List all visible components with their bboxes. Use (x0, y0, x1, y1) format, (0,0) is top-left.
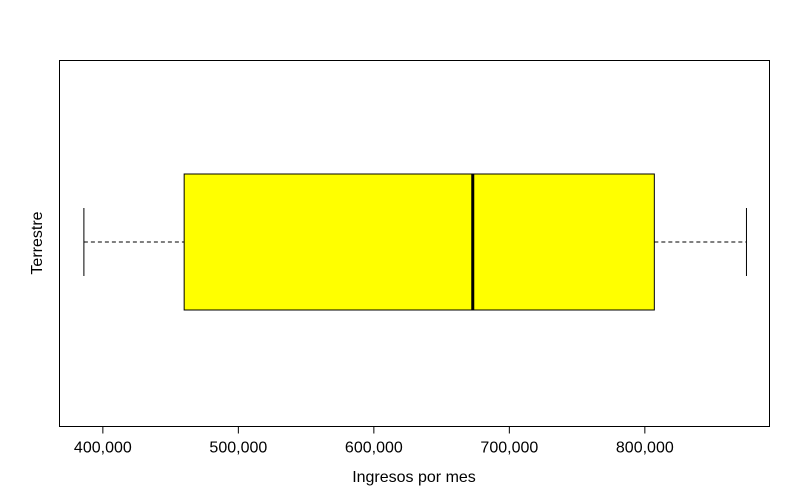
x-tick-label: 800,000 (616, 440, 674, 457)
x-axis-label: Ingresos por mes (352, 469, 476, 486)
y-axis-label: Terrestre (29, 211, 46, 274)
box-iqr (183, 173, 655, 311)
x-axis: 400,000 500,000 600,000 700,000 800,000 (74, 426, 674, 457)
x-tick-label: 500,000 (209, 440, 267, 457)
x-tick-label: 700,000 (480, 440, 538, 457)
x-tick-label: 600,000 (345, 440, 403, 457)
x-tick-label: 400,000 (74, 440, 132, 457)
